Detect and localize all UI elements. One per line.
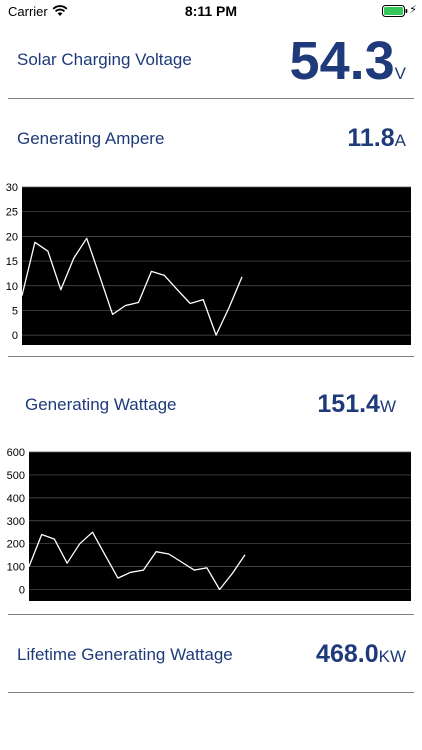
divider [8,614,414,615]
ampere-value-group: 11.8A [347,124,406,153]
carrier-label: Carrier [8,4,48,19]
charging-bolt-icon: ⚡ [409,4,417,16]
divider [8,98,414,99]
lifetime-value: 468.0 [316,640,379,668]
divider [8,692,414,693]
series-line [21,237,243,336]
series-line [28,531,246,591]
voltage-label: Solar Charging Voltage [17,50,192,69]
chart-plot-area [29,452,411,601]
wattage-label: Generating Wattage [25,395,177,414]
battery-icon [382,5,408,20]
status-bar: Carrier 8:11 PM ⚡ [0,0,422,22]
voltage-value: 54.3 [289,31,395,91]
y-tick-label: 500 [7,470,25,482]
lifetime-label: Lifetime Generating Wattage [17,645,233,664]
y-tick-label: 5 [12,305,18,317]
ampere-label: Generating Ampere [17,129,165,148]
wattage-value-group: 151.4W [317,390,396,419]
lifetime-value-group: 468.0KW [316,640,406,669]
divider [8,356,414,357]
wattage-chart: 0 100 200 300 400 500 600 [7,447,411,601]
wattage-unit: W [379,397,396,416]
ampere-value: 11.8 [347,124,395,152]
voltage-unit: V [394,64,406,83]
wifi-icon [52,5,68,20]
voltage-value-group: 54.3V [290,30,406,92]
y-tick-label: 15 [6,256,18,268]
y-tick-label: 300 [7,516,25,528]
y-tick-label: 10 [6,281,18,293]
clock: 8:11 PM [184,3,238,19]
y-tick-label: 200 [7,539,25,551]
y-tick-label: 400 [7,493,25,505]
y-tick-label: 0 [12,330,18,342]
wattage-value: 151.4 [317,390,380,418]
chart-plot-area [22,187,411,345]
y-tick-label: 20 [6,231,18,243]
y-tick-label: 0 [19,585,25,597]
lifetime-unit: KW [378,647,406,666]
y-tick-label: 25 [6,207,18,219]
y-tick-label: 30 [6,182,18,194]
y-tick-label: 600 [7,447,25,459]
ampere-unit: A [394,131,406,150]
y-tick-label: 100 [7,562,25,574]
ampere-chart: 0 5 10 15 20 25 30 [6,182,411,345]
